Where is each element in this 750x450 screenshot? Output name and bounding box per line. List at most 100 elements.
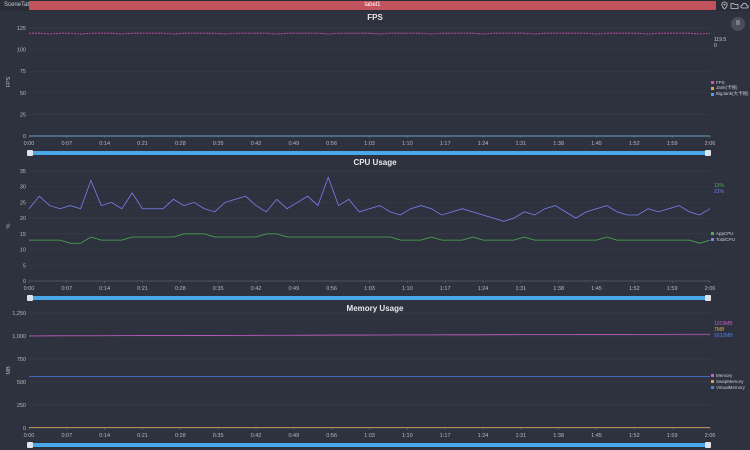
scrollbar-left-handle[interactable] bbox=[27, 150, 33, 156]
x-tick-label: 1:10 bbox=[402, 286, 413, 292]
x-tick-label: 1:38 bbox=[553, 141, 564, 147]
y-axis-label: % bbox=[6, 223, 12, 228]
legend-swatch bbox=[711, 92, 714, 96]
y-tick-label: 100 bbox=[17, 48, 26, 54]
x-tick-label: 0:28 bbox=[175, 433, 186, 439]
x-tick-label: 1:17 bbox=[440, 141, 451, 147]
cpu-time-scrollbar[interactable] bbox=[27, 295, 711, 301]
y-tick-label: 25 bbox=[20, 112, 26, 118]
jank-value-readout: 0 bbox=[714, 43, 717, 49]
x-tick-label: 1:24 bbox=[478, 141, 489, 147]
fps-time-scrollbar[interactable] bbox=[27, 150, 711, 156]
legend-item-virtualmemory[interactable]: VirtualMemory bbox=[711, 384, 745, 390]
x-tick-label: 0:21 bbox=[137, 141, 148, 147]
legend-swatch bbox=[711, 231, 714, 235]
legend-swatch bbox=[711, 80, 714, 84]
scrollbar-right-handle[interactable] bbox=[705, 150, 711, 156]
x-tick-label: 0:21 bbox=[137, 433, 148, 439]
y-tick-label: 10 bbox=[20, 248, 26, 254]
memory-chart-title: Memory Usage bbox=[346, 304, 404, 313]
legend-label: TotalCPU bbox=[716, 236, 736, 242]
location-icon[interactable] bbox=[720, 1, 729, 10]
x-tick-label: 1:31 bbox=[515, 433, 526, 439]
y-axis-label: MB bbox=[6, 366, 12, 375]
y-tick-label: 1,000 bbox=[12, 334, 26, 340]
scrollbar-right-handle[interactable] bbox=[705, 442, 711, 448]
cloud-icon[interactable] bbox=[740, 1, 749, 10]
cpu-legend: AppCPU TotalCPU bbox=[711, 230, 735, 242]
totalcpu-value-readout: 21% bbox=[714, 189, 725, 195]
x-tick-label: 0:49 bbox=[288, 286, 299, 292]
x-tick-label: 0:00 bbox=[24, 141, 35, 147]
x-tick-label: 0:14 bbox=[99, 433, 110, 439]
fps-panel: FPS 0 25 50 75 100 125 0:00 0:07 0:14 0:21 0:28 0:3… bbox=[0, 11, 750, 156]
legend-item-jank[interactable]: Jank(卡顿) bbox=[711, 85, 749, 91]
x-tick-label: 0:49 bbox=[288, 141, 299, 147]
memory-time-scrollbar[interactable] bbox=[27, 442, 711, 448]
fps-chart: 0 25 50 75 100 125 0:00 0:07 0:14 0:21 0:28 0:35 0:4… bbox=[6, 26, 716, 147]
x-tick-label: 0:35 bbox=[213, 433, 224, 439]
legend-label: SwapMemory bbox=[716, 378, 744, 384]
cpu-chart: 0 5 10 15 20 25 30 35 0:00 0:07 0:14 0:21 0:28 0:35 0:… bbox=[6, 169, 716, 292]
x-tick-label: 0:35 bbox=[213, 286, 224, 292]
x-tick-label: 0:56 bbox=[326, 141, 337, 147]
legend-item-totalcpu[interactable]: TotalCPU bbox=[711, 236, 735, 242]
x-tick-label: 1:10 bbox=[402, 433, 413, 439]
legend-swatch bbox=[711, 379, 714, 383]
y-tick-label: 75 bbox=[20, 69, 26, 75]
x-tick-label: 1:03 bbox=[364, 141, 375, 147]
fps-value-readout: 119.5 bbox=[714, 37, 727, 43]
y-tick-label: 0 bbox=[23, 426, 26, 432]
x-tick-label: 1:45 bbox=[591, 141, 602, 147]
cpu-panel: CPU Usage 0 5 10 15 20 25 30 35 0:00 0:07 0:14 0:21… bbox=[0, 156, 750, 302]
scene-tab[interactable]: SceneTab bbox=[4, 2, 31, 8]
y-tick-label: 25 bbox=[20, 200, 26, 206]
x-tick-label: 0:56 bbox=[326, 433, 337, 439]
y-tick-label: 20 bbox=[20, 216, 26, 222]
x-tick-label: 1:52 bbox=[629, 433, 640, 439]
x-tick-label: 0:49 bbox=[288, 433, 299, 439]
legend-label: Memory bbox=[716, 372, 733, 378]
x-tick-label: 0:42 bbox=[251, 286, 262, 292]
pause-button[interactable]: II bbox=[731, 17, 745, 31]
scrollbar-left-handle[interactable] bbox=[27, 295, 33, 301]
legend-swatch bbox=[711, 373, 714, 377]
legend-label: AppCPU bbox=[716, 230, 734, 236]
x-tick-label: 1:38 bbox=[553, 286, 564, 292]
appcpu-value-readout: 13% bbox=[714, 183, 725, 189]
x-tick-label: 0:14 bbox=[99, 286, 110, 292]
folder-icon[interactable] bbox=[730, 1, 739, 10]
x-tick-label: 2:06 bbox=[705, 286, 716, 292]
fps-readouts: 119.5 0 bbox=[714, 37, 726, 49]
scrollbar-right-handle[interactable] bbox=[705, 295, 711, 301]
fps-chart-title: FPS bbox=[367, 13, 383, 22]
x-tick-label: 0:28 bbox=[175, 141, 186, 147]
swap-value-readout: 7MB bbox=[714, 327, 725, 333]
legend-item-swapmemory[interactable]: SwapMemory bbox=[711, 378, 745, 384]
x-tick-label: 1:03 bbox=[364, 433, 375, 439]
series-line-totalcpu bbox=[28, 176, 711, 222]
y-tick-label: 1,250 bbox=[12, 311, 26, 317]
legend-item-fps[interactable]: FPS bbox=[711, 79, 749, 85]
y-tick-label: 5 bbox=[23, 263, 26, 269]
scrollbar-left-handle[interactable] bbox=[27, 442, 33, 448]
x-tick-label: 0:00 bbox=[24, 286, 35, 292]
memory-value-readout: 1019MB bbox=[714, 321, 733, 327]
legend-item-memory[interactable]: Memory bbox=[711, 372, 745, 378]
x-tick-label: 0:14 bbox=[99, 141, 110, 147]
x-tick-label: 1:38 bbox=[553, 433, 564, 439]
x-tick-label: 1:17 bbox=[440, 286, 451, 292]
top-bar: SceneTab label1 bbox=[0, 0, 750, 11]
legend-label: FPS bbox=[716, 79, 725, 85]
label-tab[interactable]: label1 bbox=[29, 1, 716, 10]
x-tick-label: 1:59 bbox=[667, 286, 678, 292]
legend-item-bigjank[interactable]: BigJank(大卡顿) bbox=[711, 91, 749, 97]
legend-swatch bbox=[711, 385, 714, 389]
memory-chart: 0 250 500 750 1,000 1,250 0:00 0:07 0:14 0:21 0:28… bbox=[6, 311, 715, 439]
legend-item-appcpu[interactable]: AppCPU bbox=[711, 230, 735, 236]
x-tick-label: 2:06 bbox=[705, 141, 716, 147]
series-line-memory bbox=[28, 333, 710, 337]
y-tick-label: 35 bbox=[20, 169, 26, 175]
x-tick-label: 1:45 bbox=[591, 433, 602, 439]
x-tick-label: 1:24 bbox=[478, 433, 489, 439]
